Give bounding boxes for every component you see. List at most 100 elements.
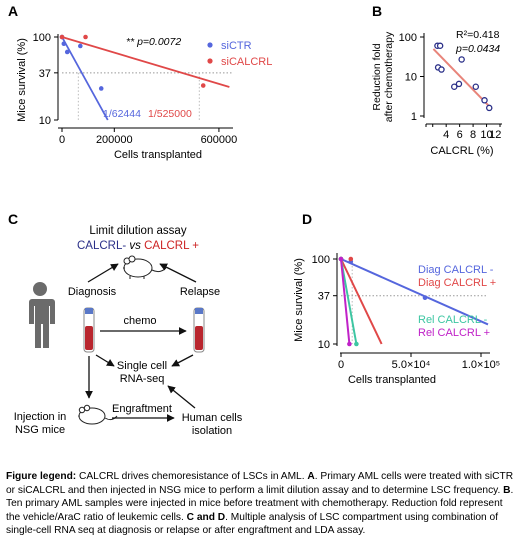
panel-b-xtick-label: 12: [489, 129, 501, 141]
nsg-mouse-icon: [78, 404, 118, 425]
subtitle-calcrl-neg: CALCRL-: [77, 240, 126, 252]
panel-d-point: [422, 295, 428, 301]
panel-a-xtick-label: 600000: [201, 134, 238, 146]
figure-legend-text-2: . Primary AML cells were treated with si…: [6, 471, 514, 496]
figure-legend-lead: Figure legend:: [6, 471, 77, 482]
legend-rel-calcrl-neg: Rel CALCRL -: [418, 314, 488, 326]
panel-a-annotation-calcrl: 1/525000: [148, 108, 192, 120]
panel-b-r2: R²=0.418: [456, 29, 500, 41]
panel-c-subtitle: CALCRL- vs CALCRL +: [77, 240, 199, 252]
panel-a-point: [59, 34, 65, 40]
panel-b-ylabel-line2: after chemotherapy: [383, 31, 395, 122]
panel-b-xtick-label: 8: [470, 129, 476, 141]
panel-b-plot: [432, 42, 493, 112]
panel-a-xtick-label: 0: [59, 134, 65, 146]
panel-c: C Limit dilution assay CALCRL- vs CALCRL…: [8, 211, 243, 437]
legend-siCTR-marker: [207, 42, 213, 48]
label-chemo: chemo: [123, 315, 156, 327]
panel-b-point: [455, 80, 463, 88]
panel-a-ylabel: Mice survival (%): [16, 38, 28, 122]
legend-diag-calcrl-pos: Diag CALCRL +: [418, 277, 496, 289]
panel-a-point: [64, 49, 70, 55]
panel-a-ytick-label: 37: [39, 68, 51, 80]
panel-a-point: [83, 34, 88, 40]
panel-d-point: [354, 341, 359, 347]
panel-b-point: [472, 83, 480, 91]
panel-d-point: [348, 256, 354, 262]
panel-a-pvalue: ** p=0.0072: [126, 36, 181, 48]
panel-d-fit-line: [340, 258, 358, 345]
label-engraftment: Engraftment: [112, 403, 172, 415]
panel-b-point: [451, 83, 458, 91]
panel-b-xtick-label: 6: [457, 129, 463, 141]
panel-b-ytick-label: 10: [405, 72, 417, 84]
legend-siCALCRL-label: siCALCRL: [221, 56, 272, 68]
subtitle-vs: vs: [129, 240, 141, 252]
panel-d-ytick-label: 10: [318, 339, 330, 351]
figure-canvas: A Mice survival (%) Cells transplanted 1…: [8, 3, 502, 437]
panel-d: D Mice survival (%) Cells transplanted 1…: [293, 211, 500, 386]
panel-a-annotation-ctr: 1/62444: [103, 108, 141, 120]
figure-legend: Figure legend: CALCRL drives chemoresist…: [6, 470, 514, 538]
panel-a-xlabel: Cells transplanted: [114, 149, 202, 161]
panel-b-xtick-label: 10: [480, 129, 492, 141]
relapse-tube-icon: [193, 307, 205, 353]
legend-siCALCRL-marker: [207, 58, 213, 64]
panel-b-letter: B: [372, 3, 382, 19]
panel-a-plot: [59, 34, 232, 121]
patient-icon: [28, 282, 55, 348]
panel-a-point: [98, 86, 104, 91]
subtitle-calcrl-pos: CALCRL +: [144, 240, 199, 252]
panel-d-fit-line: [340, 258, 351, 345]
figure-legend-text-3: . Ten primary AML samples were injected …: [6, 484, 514, 523]
panel-a-letter: A: [8, 3, 18, 19]
panel-a-point: [200, 83, 206, 88]
panel-d-point: [338, 256, 344, 262]
diagnosis-tube-icon: [83, 307, 95, 353]
panel-d-plot: [338, 256, 489, 347]
figure-legend-ref-b: B: [503, 484, 511, 496]
panel-a-point: [78, 43, 83, 49]
panel-b-ytick-label: 100: [399, 32, 417, 44]
panel-d-fit-line: [340, 258, 489, 326]
legend-diag-calcrl-neg: Diag CALCRL -: [418, 264, 494, 276]
label-human-1: Human cells: [182, 412, 243, 424]
panel-b-xtick-label: 4: [443, 129, 449, 141]
panel-b-point: [436, 42, 444, 50]
panel-d-point: [347, 341, 352, 347]
legend-siCTR-label: siCTR: [221, 40, 252, 52]
panel-b-ytick-label: 1: [411, 111, 417, 123]
label-injection-1: Injection in: [14, 411, 67, 423]
label-human-2: isolation: [192, 425, 232, 437]
panel-d-xtick-label: 0: [338, 359, 344, 371]
panel-b-point: [485, 104, 493, 112]
label-injection-2: NSG mice: [15, 424, 65, 436]
panel-a-ytick-label: 10: [39, 115, 51, 127]
panel-a-legend: siCTR siCALCRL: [207, 40, 272, 68]
figure-legend-ref-a: A: [307, 471, 315, 482]
panel-d-xtick-label: 1.0×10⁵: [462, 359, 501, 371]
panel-d-xlabel: Cells transplanted: [348, 374, 436, 386]
panel-a-xtick-label: 200000: [96, 134, 133, 146]
panel-a-point: [61, 41, 67, 47]
figure-legend-text-1: CALCRL drives chemoresistance of LSCs in…: [76, 471, 308, 482]
panel-c-letter: C: [8, 211, 18, 227]
panel-c-title: Limit dilution assay: [89, 225, 186, 237]
panel-b-point: [481, 97, 488, 104]
label-single-cell-1: Single cell: [117, 360, 167, 372]
mouse-icon: [123, 255, 167, 279]
panel-b-point: [438, 66, 445, 73]
panel-d-ytick-label: 100: [312, 254, 330, 266]
panel-a-ytick-label: 100: [33, 32, 51, 44]
panel-b-ylabel-line1: Reduction fold: [371, 43, 383, 110]
panel-b: B Reduction fold after chemotherapy CALC…: [371, 3, 502, 157]
label-single-cell-2: RNA-seq: [120, 373, 165, 385]
legend-rel-calcrl-pos: Rel CALCRL +: [418, 327, 490, 339]
panel-d-ylabel: Mice survival (%): [293, 258, 305, 342]
panel-d-fit-line: [340, 258, 383, 345]
figure-legend-ref-cd: C and D: [186, 511, 226, 523]
workflow-arrows: [85, 263, 197, 422]
